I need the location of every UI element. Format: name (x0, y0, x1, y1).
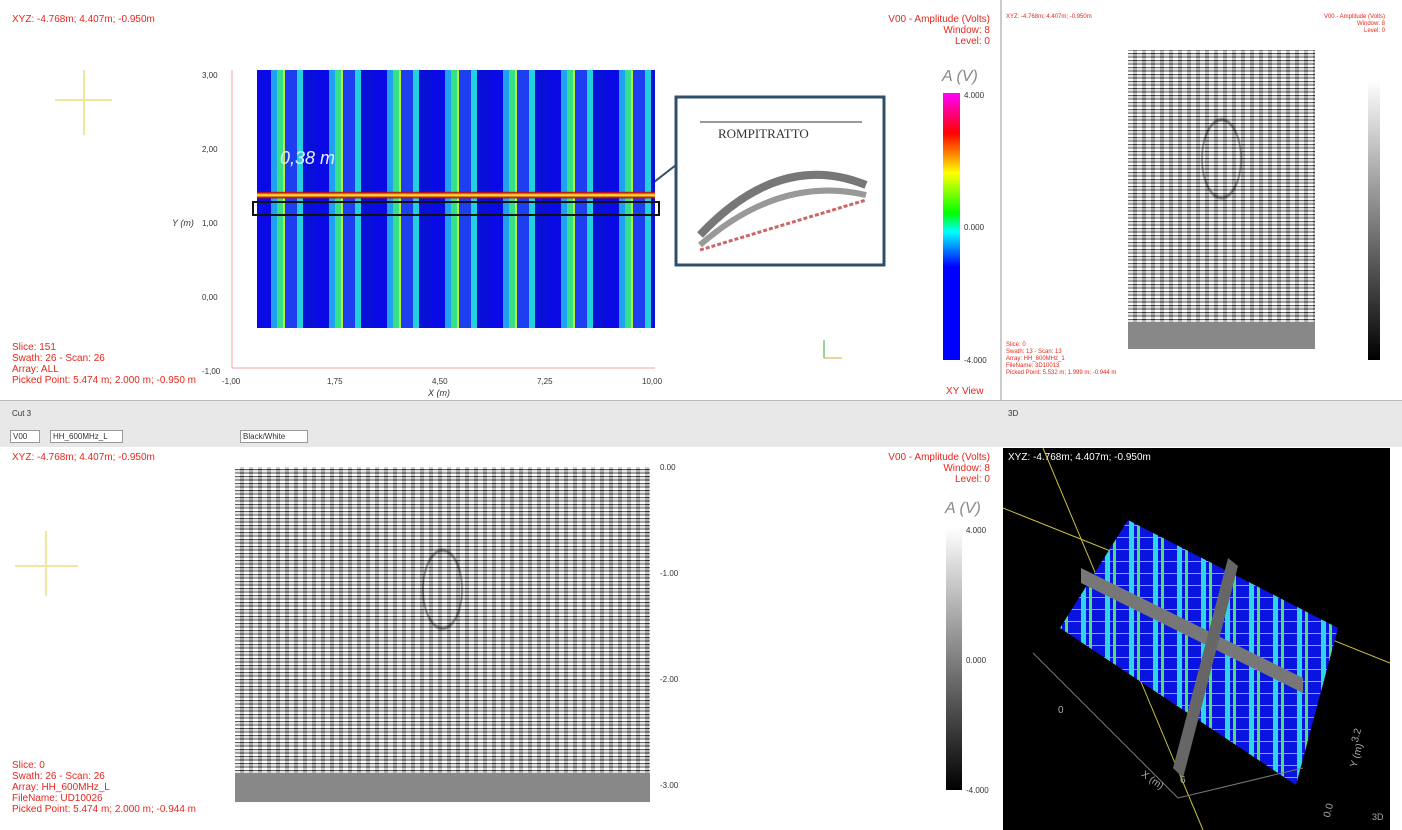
info-line: Swath: 26 - Scan: 26 (12, 771, 196, 782)
y-tick: 3,00 (202, 70, 218, 81)
colorbar (943, 93, 960, 360)
info-line: Picked Point: 5.532 m; 1.999 m; -0.944 m (1006, 370, 1116, 377)
x-tick: 0 (1058, 705, 1064, 716)
info-line: Slice: 0 (1006, 342, 1116, 349)
info-line: Swath: 13 - Scan: 13 (1006, 349, 1116, 356)
colorbar-tick: 4.000 (964, 90, 984, 101)
x-tick: 10,00 (642, 376, 662, 387)
depth-tick: -2.00 (660, 674, 678, 685)
level: Level: 0 (1230, 28, 1385, 35)
colorbar-tick: 0.000 (964, 222, 984, 233)
info-line: FileName: UD10026 (12, 793, 196, 804)
info-line: Array: HH_600MHz_1 (1006, 356, 1116, 363)
info-line: FileName: 3D10013 (1006, 363, 1116, 370)
legend-title: V00 - Amplitude (Volts) (790, 452, 990, 463)
toolbar (0, 400, 1402, 447)
x-tick: 6 (1180, 775, 1186, 786)
screen: {"top_left":{"xyz":"XYZ: -4.768m; 4.407m… (0, 0, 1402, 830)
info-line: Array: ALL (12, 364, 196, 375)
selection-box (252, 201, 660, 216)
info-line: Slice: 151 (12, 342, 196, 353)
annotation: 0,38 m (280, 148, 335, 168)
array-select[interactable]: HH_600MHz_L (50, 430, 123, 443)
x-label: X (m) (428, 388, 450, 399)
y-tick: 1,00 (202, 218, 218, 229)
depth-tick: -1.00 (660, 568, 678, 579)
x-tick: 4,50 (432, 376, 448, 387)
channel-select[interactable]: V00 (10, 430, 40, 443)
colorbar-tick: -4.000 (966, 785, 989, 796)
divider (1000, 0, 1002, 400)
view-label: 3D (1372, 812, 1384, 823)
cursor (0, 446, 120, 596)
panel-title: Cut 3 (12, 408, 31, 419)
slice-heatmap (257, 70, 655, 328)
3d-view (1003, 448, 1390, 830)
x-tick: -1,00 (222, 376, 240, 387)
info-line: Array: HH_600MHz_L (12, 782, 196, 793)
depth-tick: 0.00 (660, 462, 676, 473)
colorbar-tick: 0.000 (966, 655, 986, 666)
radargram (235, 467, 650, 773)
palette-select[interactable]: Black/White (240, 430, 308, 443)
info-line: Picked Point: 5.474 m; 2.000 m; -0.950 m (12, 375, 196, 386)
colorbar (1368, 80, 1380, 360)
y-tick: 0,00 (202, 292, 218, 303)
colorbar (946, 528, 962, 790)
colorbar-title: A (V) (942, 68, 978, 86)
colorbar-tick: -4.000 (964, 355, 987, 366)
radargram (1128, 50, 1315, 322)
legend-title: V00 - Amplitude (Volts) (1230, 14, 1385, 21)
y-label: Y (m) (172, 218, 194, 229)
x-tick: 1,75 (327, 376, 343, 387)
panel-title: 3D (1008, 408, 1018, 419)
depth-tick: -3.00 (660, 780, 678, 791)
info-line: Swath: 26 - Scan: 26 (12, 353, 196, 364)
no-data (1128, 322, 1315, 349)
x-tick: 7,25 (537, 376, 553, 387)
xyz: XYZ: -4.768m; 4.407m; -0.950m (1008, 452, 1151, 463)
window: Window: 8 (1230, 21, 1385, 28)
y-tick: -1,00 (202, 366, 220, 377)
inset-title: ROMPITRATTO (718, 128, 809, 139)
info-line: Slice: 0 (12, 760, 196, 771)
xyz: XYZ: -4.768m; 4.407m; -0.950m (1006, 14, 1092, 21)
window: Window: 8 (790, 463, 990, 474)
level: Level: 0 (790, 474, 990, 485)
y-tick: 2,00 (202, 144, 218, 155)
no-data (235, 773, 650, 802)
colorbar-title: A (V) (945, 500, 981, 518)
view-label: XY View (946, 386, 983, 397)
colorbar-tick: 4.000 (966, 525, 986, 536)
info-line: Picked Point: 5.474 m; 2.000 m; -0.944 m (12, 804, 196, 815)
